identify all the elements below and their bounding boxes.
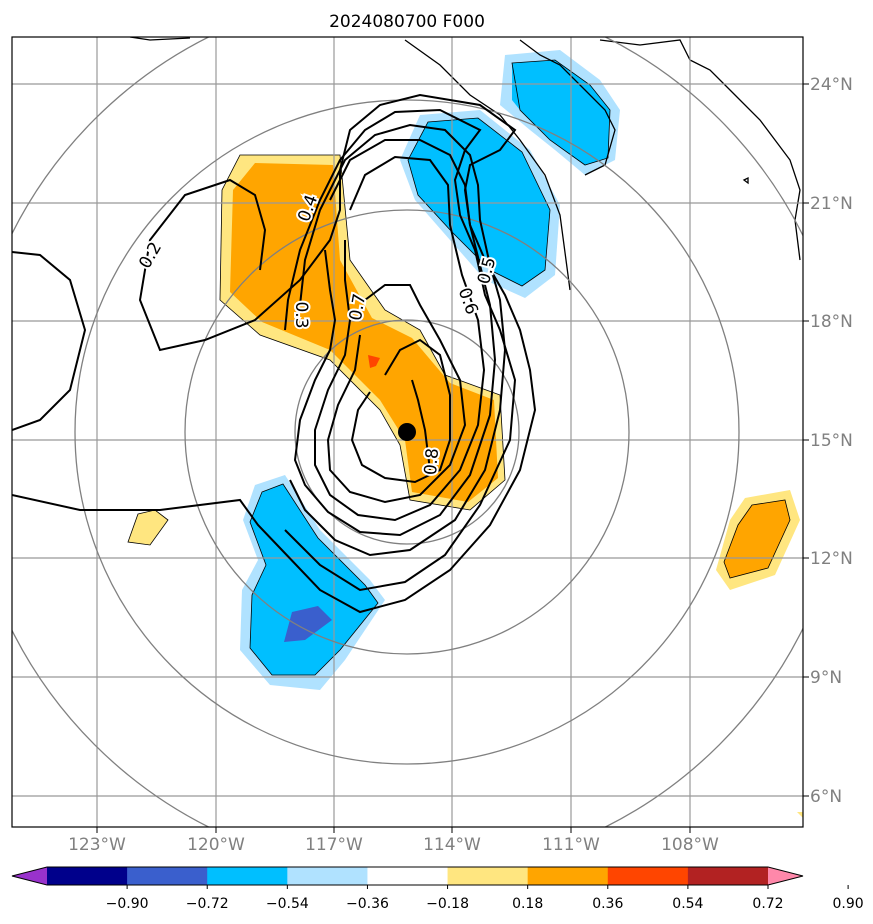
x-tick-label: 114°W — [423, 835, 481, 855]
coastline-east — [599, 39, 801, 261]
colorbar — [11, 866, 804, 886]
thin-contour-south — [249, 483, 379, 676]
contour-0.2-west — [12, 251, 87, 431]
colorbar-segment — [447, 867, 529, 885]
y-tick-label: 9°N — [810, 668, 842, 688]
contour-label: 0.8 — [421, 447, 443, 476]
range-rings — [12, 37, 803, 827]
shading-positive — [128, 155, 803, 818]
x-tick-label: 111°W — [542, 835, 600, 855]
colorbar-outline — [11, 866, 804, 886]
colorbar-segment — [287, 867, 368, 885]
negative-shading-blue-south — [250, 484, 378, 675]
colorbar-segment — [127, 867, 208, 885]
colorbar-tick-label: −0.36 — [346, 896, 389, 912]
y-tick-label: 15°N — [810, 431, 853, 451]
thin-contour-north — [511, 59, 611, 166]
contour-0.6 — [314, 155, 486, 522]
x-tick-label: 123°W — [68, 835, 126, 855]
colorbar-extend-low — [12, 867, 47, 885]
coastline-baja — [519, 39, 616, 176]
map-area: 0.2 0.3 0.4 0.5 0.6 0.7 0.8 — [12, 37, 803, 827]
colorbar-tick-label: 0.18 — [512, 896, 543, 912]
contour-0.3 — [284, 108, 517, 592]
positive-shading-orange — [230, 163, 498, 502]
y-tick-label: 21°N — [810, 194, 853, 214]
colorbar-segment — [607, 867, 689, 885]
y-tick-labels: 24°N 21°N 18°N 15°N 12°N 9°N 6°N — [810, 75, 853, 807]
thin-contour-east — [723, 499, 791, 579]
storm-center-marker — [398, 423, 416, 441]
contour-label: 0.3 — [291, 301, 311, 328]
x-tick-label: 117°W — [305, 835, 363, 855]
axis-ticks — [96, 83, 809, 833]
coastline-islet — [742, 176, 749, 185]
range-ring-3 — [74, 99, 740, 765]
colorbar-extend-high — [768, 867, 803, 885]
x-tick-label: 120°W — [187, 835, 245, 855]
colorbar-segment — [527, 867, 609, 885]
contour-0.8 — [350, 338, 451, 484]
positive-shading-pale-southeast — [797, 812, 803, 818]
gridlines — [12, 37, 803, 827]
y-tick-label: 24°N — [810, 75, 853, 95]
colorbar-tick-label: 0.90 — [833, 896, 864, 912]
negative-shading-darkblue-south — [284, 606, 332, 642]
chart-title: 2024080700 F000 — [329, 12, 485, 32]
positive-shading-pale-west — [128, 510, 168, 545]
contour-label: 0.2 — [135, 239, 166, 272]
range-ring-1 — [294, 319, 520, 545]
coastline-northwest — [129, 37, 191, 41]
positive-shading-orange-east — [724, 500, 790, 578]
contour-0.8-inner — [411, 379, 431, 471]
colorbar-segment — [687, 867, 769, 885]
contour-0.4 — [289, 123, 507, 557]
colorbar-tick-label: −0.72 — [186, 896, 229, 912]
contours — [12, 93, 537, 614]
colorbar-tick-label: −0.18 — [426, 896, 469, 912]
colorbar-tick-label: 0.36 — [592, 896, 623, 912]
colorbar-segment — [47, 867, 128, 885]
contour-0.7 — [326, 284, 467, 504]
y-tick-label: 18°N — [810, 312, 853, 332]
contour-label: 0.6 — [454, 285, 482, 317]
range-ring-2 — [184, 209, 630, 655]
colorbar-segment — [207, 867, 288, 885]
colorbar-tick-label: −0.90 — [106, 896, 149, 912]
colorbar-tick-label: 0.54 — [672, 896, 703, 912]
contour-0.5 — [293, 139, 497, 537]
map-frame — [11, 36, 804, 828]
positive-shading-red — [368, 355, 380, 368]
x-tick-labels: 123°W 120°W 117°W 114°W 111°W 108°W — [68, 835, 719, 855]
y-tick-label: 12°N — [810, 549, 853, 569]
contour-0.2-loop — [12, 93, 537, 614]
colorbar-segment — [367, 867, 449, 885]
y-tick-label: 6°N — [810, 787, 842, 807]
negative-shading-blue-north — [512, 60, 610, 165]
colorbar-tick-label: 0.72 — [752, 896, 783, 912]
colorbar-tick-label: −0.54 — [266, 896, 309, 912]
colorbar-tick-labels: −0.90 −0.72 −0.54 −0.36 −0.18 0.18 0.36 0.54 0.7… — [106, 885, 864, 912]
x-tick-label: 108°W — [661, 835, 719, 855]
